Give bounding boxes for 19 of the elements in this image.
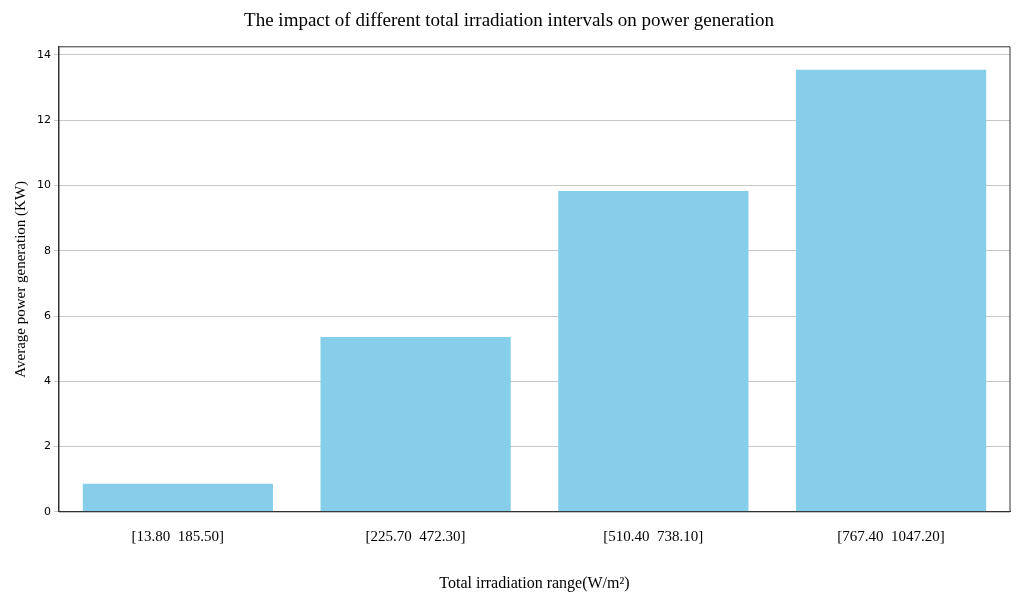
y-tick-label: 14 [37, 47, 51, 61]
y-tick-label: 2 [44, 439, 51, 453]
x-tick-label: [225.70 472.30] [365, 527, 466, 544]
chart-title: The impact of different total irradiation intervals on power generation [244, 9, 775, 31]
x-tick-label: [510.40 738.10] [603, 527, 704, 544]
y-tick-label: 10 [37, 178, 51, 192]
x-tick-label: [13.80 185.50] [131, 527, 225, 544]
y-tick-label: 8 [44, 243, 51, 257]
y-axis-title: Average power generation (KW) [11, 180, 29, 378]
y-tick-label: 12 [37, 113, 51, 127]
bar [558, 191, 749, 512]
y-tick-label: 6 [44, 308, 51, 322]
bar [320, 336, 511, 512]
y-tick-label: 4 [44, 374, 51, 388]
bar [796, 69, 987, 512]
y-tick-label: 0 [44, 504, 51, 518]
x-axis-title: Total irradiation range(W/m²) [439, 573, 630, 592]
bar [82, 483, 273, 512]
x-tick-label: [767.40 1047.20] [837, 527, 945, 544]
